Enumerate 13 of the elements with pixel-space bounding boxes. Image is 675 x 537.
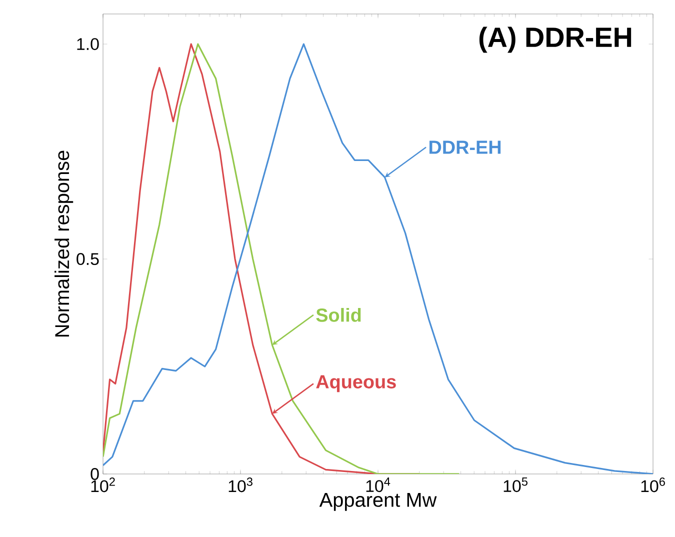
x-axis-title: Apparent Mw <box>319 493 437 511</box>
x-tick-label: 10$^{4}$ <box>366 478 390 492</box>
text: Aqueous <box>316 375 396 392</box>
x-tick-label: 10$^{3}$ <box>228 478 252 492</box>
y-axis-title: Normalized response <box>54 150 74 336</box>
x-tick-label: 10$^{6}$ <box>641 478 665 492</box>
y-tick-label: 0 <box>90 468 99 480</box>
y-tick-label: 0.5 <box>76 253 99 266</box>
x-tick-label: 10$^{5}$ <box>504 478 528 492</box>
chart-title: (A) DDR-EH <box>479 26 632 53</box>
y-tick-label: 1.0 <box>77 38 99 50</box>
text: DDR-EH <box>429 140 501 154</box>
text: Solid <box>316 308 361 322</box>
